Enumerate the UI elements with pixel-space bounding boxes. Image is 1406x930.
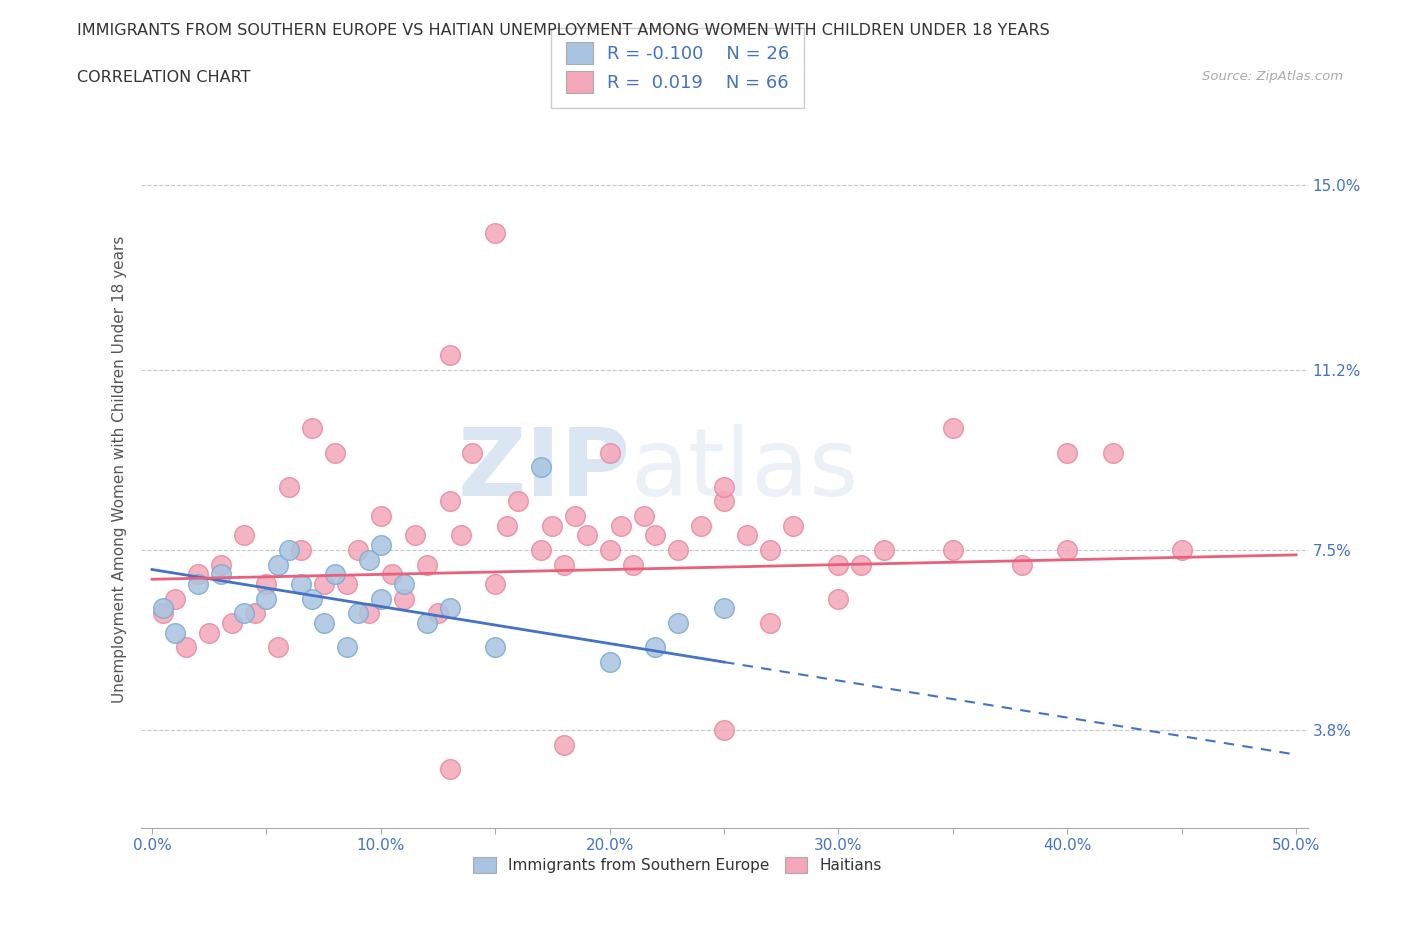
Point xyxy=(942,420,965,435)
Point xyxy=(553,557,575,572)
Point xyxy=(495,518,517,533)
Point xyxy=(152,601,174,616)
Point xyxy=(290,542,312,557)
Point xyxy=(187,577,209,591)
Point xyxy=(484,226,506,241)
Point xyxy=(392,591,415,606)
Point xyxy=(209,557,232,572)
Point xyxy=(690,518,713,533)
Point xyxy=(484,577,506,591)
Point xyxy=(450,528,472,543)
Point xyxy=(827,557,849,572)
Point xyxy=(873,542,896,557)
Point xyxy=(564,509,586,524)
Text: IMMIGRANTS FROM SOUTHERN EUROPE VS HAITIAN UNEMPLOYMENT AMONG WOMEN WITH CHILDRE: IMMIGRANTS FROM SOUTHERN EUROPE VS HAITI… xyxy=(77,23,1050,38)
Point xyxy=(621,557,644,572)
Point xyxy=(267,640,290,655)
Point xyxy=(152,606,174,621)
Point xyxy=(359,552,381,567)
Point xyxy=(1056,542,1078,557)
Point xyxy=(323,445,346,460)
Point xyxy=(1011,557,1033,572)
Point xyxy=(209,567,232,582)
Point xyxy=(942,542,965,557)
Point xyxy=(290,577,312,591)
Point xyxy=(163,591,186,606)
Point xyxy=(335,640,357,655)
Point xyxy=(530,459,553,474)
Point xyxy=(759,542,782,557)
Point xyxy=(633,509,655,524)
Point xyxy=(439,494,461,509)
Point xyxy=(323,567,346,582)
Y-axis label: Unemployment Among Women with Children Under 18 years: Unemployment Among Women with Children U… xyxy=(111,236,127,703)
Point xyxy=(713,601,735,616)
Text: CORRELATION CHART: CORRELATION CHART xyxy=(77,70,250,85)
Point xyxy=(232,606,254,621)
Point xyxy=(221,616,243,631)
Point xyxy=(484,640,506,655)
Point xyxy=(267,557,290,572)
Point xyxy=(644,528,666,543)
Text: Source: ZipAtlas.com: Source: ZipAtlas.com xyxy=(1202,70,1343,83)
Point xyxy=(1102,445,1125,460)
Point xyxy=(713,494,735,509)
Point xyxy=(553,737,575,752)
Point xyxy=(278,542,301,557)
Point xyxy=(198,625,221,640)
Point xyxy=(359,606,381,621)
Point xyxy=(599,542,621,557)
Point xyxy=(404,528,426,543)
Point xyxy=(735,528,758,543)
Point xyxy=(666,542,689,557)
Point xyxy=(243,606,266,621)
Point xyxy=(713,479,735,494)
Point xyxy=(256,577,278,591)
Point xyxy=(301,591,323,606)
Point xyxy=(827,591,849,606)
Text: ZIP: ZIP xyxy=(458,424,631,515)
Point xyxy=(851,557,873,572)
Point xyxy=(439,348,461,363)
Point xyxy=(256,591,278,606)
Point xyxy=(713,723,735,737)
Point xyxy=(759,616,782,631)
Text: atlas: atlas xyxy=(631,424,859,515)
Point xyxy=(610,518,633,533)
Point xyxy=(666,616,689,631)
Point xyxy=(599,445,621,460)
Point xyxy=(335,577,357,591)
Point xyxy=(163,625,186,640)
Point xyxy=(370,591,392,606)
Point xyxy=(427,606,450,621)
Point xyxy=(439,601,461,616)
Point xyxy=(176,640,198,655)
Point xyxy=(508,494,530,509)
Point xyxy=(278,479,301,494)
Point xyxy=(381,567,404,582)
Point xyxy=(312,577,335,591)
Point xyxy=(541,518,564,533)
Point xyxy=(312,616,335,631)
Point xyxy=(301,420,323,435)
Point xyxy=(1170,542,1192,557)
Point xyxy=(370,538,392,552)
Point xyxy=(347,606,370,621)
Point xyxy=(439,762,461,777)
Point xyxy=(782,518,804,533)
Point xyxy=(187,567,209,582)
Point xyxy=(415,616,437,631)
Point xyxy=(1056,445,1078,460)
Point xyxy=(370,509,392,524)
Point xyxy=(644,640,666,655)
Point xyxy=(461,445,484,460)
Point xyxy=(530,542,553,557)
Point xyxy=(232,528,254,543)
Point xyxy=(347,542,370,557)
Legend: Immigrants from Southern Europe, Haitians: Immigrants from Southern Europe, Haitian… xyxy=(465,850,890,881)
Point xyxy=(392,577,415,591)
Point xyxy=(415,557,437,572)
Point xyxy=(575,528,598,543)
Point xyxy=(599,655,621,670)
